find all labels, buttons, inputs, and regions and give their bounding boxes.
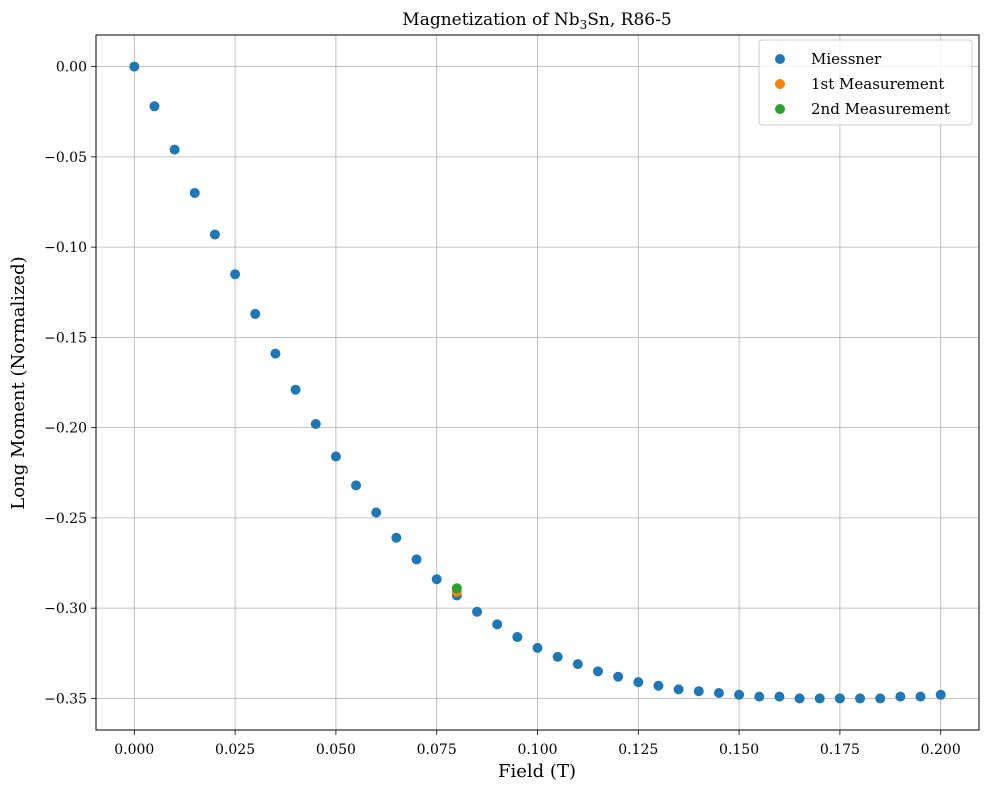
data-point — [149, 101, 160, 112]
data-point — [230, 269, 241, 280]
data-point — [492, 619, 503, 630]
data-point — [512, 632, 523, 643]
y-tick-label: −0.35 — [44, 691, 87, 707]
y-tick-label: −0.25 — [44, 511, 87, 527]
chart-title-tail: Sn, R86-5 — [587, 10, 671, 30]
data-point — [472, 606, 483, 617]
legend-marker — [775, 104, 785, 114]
data-point — [310, 419, 321, 430]
legend-entries: Miessner 1st Measurement 2nd Measurement — [775, 50, 950, 118]
x-tick-label: 0.000 — [114, 742, 154, 758]
y-tick-label: 0.00 — [56, 60, 87, 76]
data-point — [915, 691, 926, 702]
data-point — [653, 680, 664, 691]
data-point — [250, 308, 261, 319]
data-point — [552, 651, 563, 662]
data-point — [855, 693, 866, 704]
x-tick-label: 0.150 — [719, 742, 759, 758]
data-point — [270, 348, 281, 359]
data-point — [371, 507, 382, 518]
legend-marker — [775, 79, 785, 89]
series-2nd-measurement — [451, 583, 462, 594]
x-axis-ticks: 0.000 0.025 0.050 0.075 0.100 0.125 0.150 0.175… — [114, 730, 961, 758]
data-point — [592, 666, 603, 677]
data-point — [734, 689, 745, 700]
data-point — [794, 693, 805, 704]
chart-title: Magnetization of Nb3Sn, R86-5 — [402, 10, 671, 32]
y-tick-label: −0.05 — [44, 150, 87, 166]
legend-label: Miessner — [811, 50, 882, 68]
data-point — [572, 659, 583, 670]
legend-label: 2nd Measurement — [811, 100, 950, 118]
data-point — [754, 691, 765, 702]
data-point — [411, 554, 422, 565]
chart-title-main: Magnetization of Nb — [402, 10, 579, 30]
data-point — [875, 693, 886, 704]
data-point — [673, 684, 684, 695]
y-tick-label: −0.20 — [44, 421, 87, 437]
legend-label: 1st Measurement — [811, 75, 944, 93]
y-axis-ticks: 0.00 −0.05 −0.10 −0.15 −0.20 −0.25 −0.30 −0.35 — [44, 60, 96, 707]
chart-title-subscript: 3 — [580, 18, 588, 32]
data-point — [189, 187, 200, 198]
data-point — [834, 693, 845, 704]
y-tick-label: −0.15 — [44, 330, 87, 346]
data-point — [391, 532, 402, 543]
data-point — [330, 451, 341, 462]
y-axis-label: Long Moment (Normalized) — [8, 256, 29, 509]
data-point — [532, 642, 543, 653]
x-tick-label: 0.075 — [417, 742, 457, 758]
data-point — [713, 687, 724, 698]
x-tick-label: 0.100 — [517, 742, 557, 758]
legend-marker — [775, 54, 785, 64]
data-point — [895, 691, 906, 702]
data-point — [431, 574, 442, 585]
data-points — [129, 61, 946, 704]
x-tick-label: 0.050 — [316, 742, 356, 758]
data-point — [774, 691, 785, 702]
x-tick-label: 0.175 — [820, 742, 860, 758]
x-tick-label: 0.125 — [618, 742, 658, 758]
data-point — [693, 686, 704, 697]
legend: Miessner 1st Measurement 2nd Measurement — [758, 39, 973, 126]
data-point — [451, 583, 462, 594]
legend-box — [758, 39, 973, 126]
x-tick-label: 0.025 — [215, 742, 255, 758]
data-point — [613, 671, 624, 682]
data-point — [351, 480, 362, 491]
data-point — [169, 144, 180, 155]
y-tick-label: −0.10 — [44, 240, 87, 256]
data-point — [935, 689, 946, 700]
data-point — [814, 693, 825, 704]
x-axis-label: Field (T) — [498, 761, 576, 782]
data-point — [209, 229, 220, 240]
data-point — [129, 61, 140, 72]
x-tick-label: 0.200 — [921, 742, 961, 758]
data-point — [633, 677, 644, 688]
data-point — [290, 384, 301, 395]
y-tick-label: −0.30 — [44, 601, 87, 617]
